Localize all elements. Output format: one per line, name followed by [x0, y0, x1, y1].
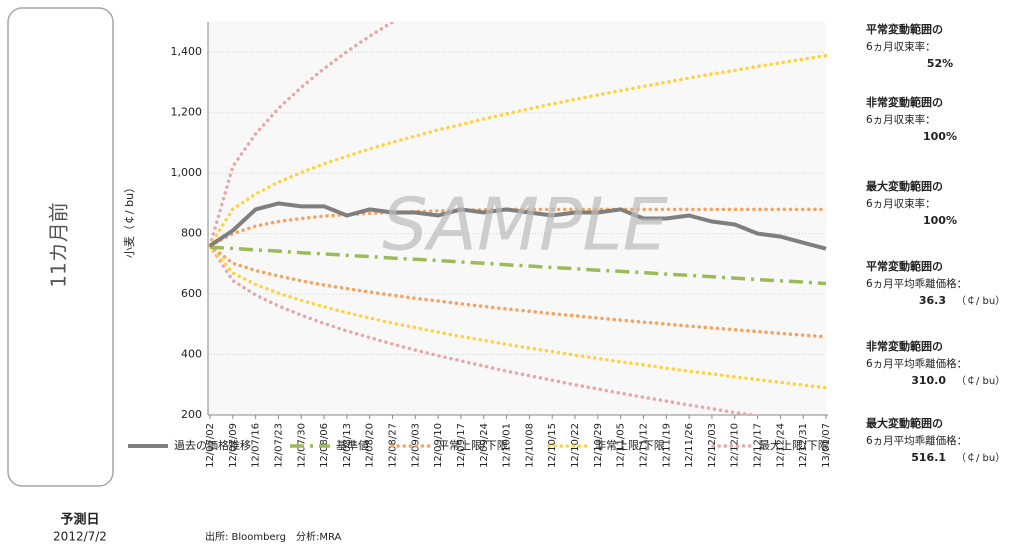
band-lower-line: [208, 243, 760, 416]
y-tick-label: 400: [181, 348, 202, 361]
sidebar-label: 11カ月前: [47, 202, 71, 287]
note-value: 52%: [927, 57, 953, 70]
note-label: 6ヵ月収束率：: [866, 113, 936, 126]
note-title: 平常変動範囲の: [866, 259, 943, 273]
legend-label: 基準値: [336, 438, 369, 452]
forecast-date: 2012/7/2: [53, 530, 107, 544]
x-tick-label: 12/07/16: [251, 423, 262, 468]
legend-label: 最大上限/下限: [759, 438, 829, 452]
x-tick-label: 12/10/01: [502, 423, 513, 468]
note-value: 100%: [923, 214, 957, 227]
x-tick-label: 12/07/23: [273, 423, 284, 468]
series-group: [208, 22, 828, 416]
band-upper-line: [208, 207, 828, 248]
note-title: 平常変動範囲の: [866, 22, 943, 36]
note-label: 6ヵ月収束率：: [866, 197, 936, 210]
source: 出所: Bloomberg 分析:MRA: [205, 530, 341, 543]
plot-area: [208, 22, 826, 415]
x-tick-label: 12/12/17: [753, 423, 764, 468]
x-tick-label: 12/09/24: [479, 423, 490, 468]
note-value: 36.3: [919, 294, 946, 307]
note-label: 6ヵ月平均乖離価格：: [866, 434, 967, 447]
x-tick-label: 12/07/09: [228, 423, 239, 468]
note-title: 最大変動範囲の: [866, 179, 943, 193]
note-label: 6ヵ月収束率：: [866, 40, 936, 53]
note-label: 6ヵ月平均乖離価格：: [866, 277, 967, 290]
x-tick-label: 13/01/07: [821, 423, 832, 468]
note-unit: （￠/ bu）: [956, 375, 1005, 387]
x-tick-label: 12/12/24: [775, 423, 786, 468]
y-tick-label: 200: [181, 408, 202, 421]
note-label: 6ヵ月平均乖離価格：: [866, 357, 967, 370]
note-value: 100%: [923, 130, 957, 143]
x-tick-label: 12/10/15: [547, 423, 558, 468]
y-tick-label: 1,000: [171, 166, 203, 179]
series-line: [209, 245, 827, 286]
y-axis-title: 小麦（￠/ bu）: [123, 182, 136, 258]
legend-label: 平常上限/下限: [438, 439, 508, 452]
note-unit: （￠/ bu）: [956, 452, 1005, 464]
x-tick-label: 12/09/10: [433, 423, 444, 468]
band-lower-line: [208, 243, 828, 339]
note-title: 非常変動範囲の: [866, 95, 943, 109]
x-tick-label: 12/10/29: [593, 423, 604, 468]
band-lower-line: [208, 243, 828, 390]
x-tick-label: 12/12/10: [730, 423, 741, 468]
band-upper-line: [208, 53, 828, 248]
note-value: 516.1: [911, 451, 946, 464]
note-unit: （￠/ bu）: [956, 295, 1005, 307]
x-tick-label: 12/12/31: [798, 423, 809, 468]
x-tick-label: 12/11/19: [661, 423, 672, 468]
forecast-date-label: 予測日: [60, 512, 99, 528]
y-tick-label: 1,200: [171, 106, 203, 119]
note-value: 310.0: [911, 374, 946, 387]
series-line: [208, 201, 827, 251]
legend-label: 非常上限/下限: [595, 439, 665, 452]
legend-label: 過去の価格推移: [174, 438, 251, 452]
y-tick-label: 800: [181, 227, 202, 240]
y-tick-label: 1,400: [171, 45, 203, 58]
watermark: SAMPLE: [382, 183, 669, 267]
y-tick-label: 600: [181, 287, 202, 300]
x-tick-label: 12/11/12: [638, 423, 649, 468]
x-tick-label: 12/07/02: [205, 423, 216, 468]
x-tick-label: 12/08/20: [365, 423, 376, 468]
sidebar-box: [7, 7, 114, 487]
x-tick-label: 12/11/26: [684, 423, 695, 468]
x-tick-label: 12/10/22: [570, 423, 581, 468]
x-tick-label: 12/11/05: [616, 423, 627, 468]
band-upper-line: [208, 22, 395, 248]
note-title: 最大変動範囲の: [866, 416, 943, 430]
x-tick-label: 12/08/13: [342, 423, 353, 468]
x-tick-label: 12/09/17: [456, 423, 467, 468]
x-tick-label: 12/10/08: [524, 423, 535, 468]
note-title: 非常変動範囲の: [866, 339, 943, 353]
